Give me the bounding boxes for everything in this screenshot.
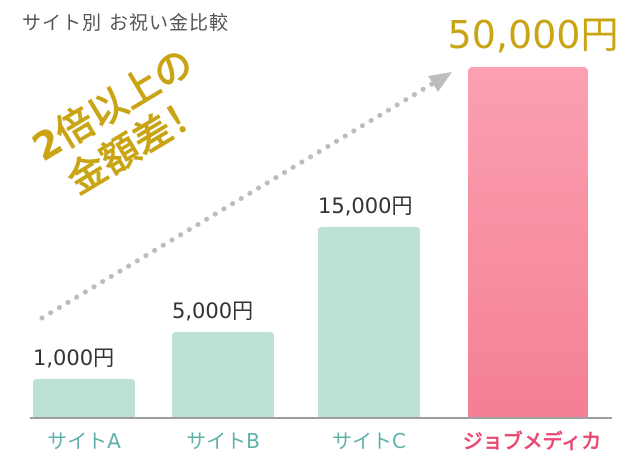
category-label-1: サイトA	[47, 429, 121, 453]
bar-1	[33, 379, 135, 417]
bar-2	[172, 332, 274, 417]
bar-3	[318, 227, 420, 417]
value-label-1: 1,000円	[33, 346, 114, 370]
bar-4	[468, 67, 588, 417]
category-label-2: サイトB	[186, 429, 260, 453]
value-label-3: 15,000円	[318, 194, 412, 218]
category-label-3: サイトC	[332, 429, 406, 453]
category-label-4: ジョブメディカ	[463, 429, 602, 453]
value-label-4: 50,000円	[448, 13, 619, 57]
chart-title: サイト別 お祝い金比較	[22, 12, 230, 34]
value-label-2: 5,000円	[172, 299, 253, 323]
trend-arrow-head	[428, 72, 452, 92]
